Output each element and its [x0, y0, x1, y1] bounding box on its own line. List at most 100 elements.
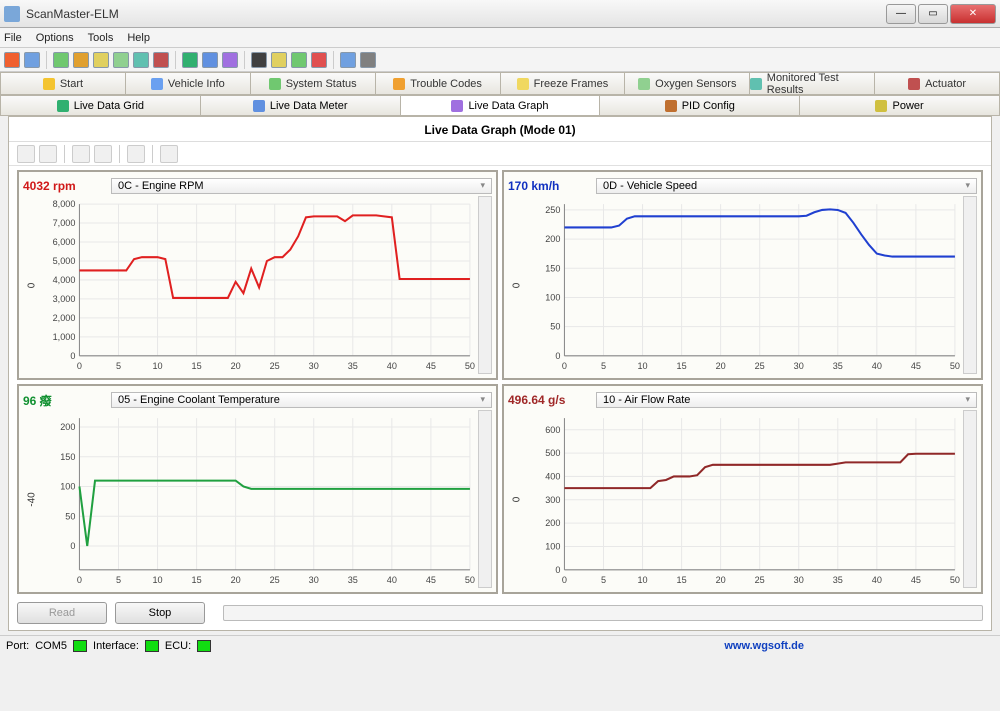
svg-text:45: 45 — [911, 361, 921, 371]
svg-text:20: 20 — [231, 361, 241, 371]
pid-selector[interactable]: 0C - Engine RPM — [111, 178, 492, 194]
tab-monitored-test-results[interactable]: Monitored Test Results — [750, 72, 875, 94]
svg-text:50: 50 — [465, 361, 475, 371]
svg-text:45: 45 — [911, 575, 921, 585]
svg-text:0: 0 — [70, 541, 75, 551]
toolbar-icon[interactable] — [24, 52, 40, 68]
svg-text:0: 0 — [562, 575, 567, 585]
svg-text:100: 100 — [545, 542, 560, 552]
tab-system-status[interactable]: System Status — [251, 72, 376, 94]
close-button[interactable]: ✕ — [950, 4, 996, 24]
tab-icon — [253, 100, 265, 112]
chart-plot: 05010015020025005101520253035404550 — [526, 196, 961, 374]
toolbar-icon[interactable] — [93, 52, 109, 68]
toolbar-icon[interactable] — [133, 52, 149, 68]
svg-text:0: 0 — [555, 565, 560, 575]
maximize-button[interactable]: ▭ — [918, 4, 948, 24]
chart-scrollbar[interactable] — [963, 410, 977, 588]
toolbar-icon[interactable] — [251, 52, 267, 68]
graph-tool-icon[interactable] — [127, 145, 145, 163]
toolbar-icon[interactable] — [202, 52, 218, 68]
toolbar-icon[interactable] — [340, 52, 356, 68]
menu-bar: File Options Tools Help — [0, 28, 1000, 48]
tab-icon — [269, 78, 281, 90]
menu-help[interactable]: Help — [127, 32, 150, 44]
toolbar-icon[interactable] — [4, 52, 20, 68]
pid-selector[interactable]: 10 - Air Flow Rate — [596, 392, 977, 408]
pid-selector[interactable]: 0D - Vehicle Speed — [596, 178, 977, 194]
svg-text:45: 45 — [426, 575, 436, 585]
tab-icon — [665, 100, 677, 112]
graph-tool-icon[interactable] — [72, 145, 90, 163]
toolbar-icon[interactable] — [222, 52, 238, 68]
svg-text:10: 10 — [637, 575, 647, 585]
tab-actuator[interactable]: Actuator — [875, 72, 1000, 94]
svg-text:5: 5 — [601, 361, 606, 371]
subtab-live-data-meter[interactable]: Live Data Meter — [201, 95, 401, 115]
ecu-label: ECU: — [165, 640, 191, 652]
graph-tool-icon[interactable] — [94, 145, 112, 163]
pid-selector[interactable]: 05 - Engine Coolant Temperature — [111, 392, 492, 408]
subtab-power[interactable]: Power — [800, 95, 1000, 115]
graph-scrollbar[interactable] — [223, 605, 983, 621]
subtab-pid-config[interactable]: PID Config — [600, 95, 800, 115]
website-link[interactable]: www.wgsoft.de — [724, 640, 804, 652]
read-button[interactable]: Read — [17, 602, 107, 624]
tab-icon — [43, 78, 55, 90]
menu-file[interactable]: File — [4, 32, 22, 44]
svg-text:3,000: 3,000 — [53, 294, 76, 304]
svg-text:35: 35 — [833, 575, 843, 585]
subtab-live-data-grid[interactable]: Live Data Grid — [0, 95, 201, 115]
graph-tool-icon[interactable] — [39, 145, 57, 163]
svg-text:45: 45 — [426, 361, 436, 371]
graph-tool-icon[interactable] — [17, 145, 35, 163]
menu-tools[interactable]: Tools — [88, 32, 114, 44]
svg-text:250: 250 — [545, 205, 560, 215]
tab-vehicle-info[interactable]: Vehicle Info — [126, 72, 251, 94]
svg-text:30: 30 — [794, 361, 804, 371]
minimize-button[interactable]: — — [886, 4, 916, 24]
svg-text:20: 20 — [716, 575, 726, 585]
tab-start[interactable]: Start — [0, 72, 126, 94]
tab-freeze-frames[interactable]: Freeze Frames — [501, 72, 626, 94]
stop-button[interactable]: Stop — [115, 602, 205, 624]
toolbar-icon[interactable] — [113, 52, 129, 68]
toolbar-icon[interactable] — [360, 52, 376, 68]
tab-icon — [393, 78, 405, 90]
toolbar-icon[interactable] — [53, 52, 69, 68]
tab-icon — [451, 100, 463, 112]
tab-icon — [908, 78, 920, 90]
main-toolbar — [0, 48, 1000, 72]
chart-scrollbar[interactable] — [478, 196, 492, 374]
svg-text:35: 35 — [348, 575, 358, 585]
chart-plot: 01,0002,0003,0004,0005,0006,0007,0008,00… — [41, 196, 476, 374]
svg-text:400: 400 — [545, 471, 560, 481]
tab-trouble-codes[interactable]: Trouble Codes — [376, 72, 501, 94]
toolbar-icon[interactable] — [291, 52, 307, 68]
svg-text:30: 30 — [309, 575, 319, 585]
toolbar-icon[interactable] — [182, 52, 198, 68]
main-tab-strip: StartVehicle InfoSystem StatusTrouble Co… — [0, 72, 1000, 95]
chart-scrollbar[interactable] — [478, 410, 492, 588]
svg-text:0: 0 — [555, 351, 560, 361]
chart-value: 496.64 g/s — [508, 393, 588, 407]
chart-value: 170 km/h — [508, 179, 588, 193]
toolbar-icon[interactable] — [73, 52, 89, 68]
svg-text:50: 50 — [65, 511, 75, 521]
chart-scrollbar[interactable] — [963, 196, 977, 374]
toolbar-icon[interactable] — [153, 52, 169, 68]
svg-text:15: 15 — [677, 575, 687, 585]
subtab-live-data-graph[interactable]: Live Data Graph — [401, 95, 601, 115]
interface-led-icon — [145, 640, 159, 652]
panel-title: Live Data Graph (Mode 01) — [9, 119, 991, 142]
tab-icon — [750, 78, 762, 90]
svg-text:100: 100 — [60, 482, 75, 492]
tab-oxygen-sensors[interactable]: Oxygen Sensors — [625, 72, 750, 94]
menu-options[interactable]: Options — [36, 32, 74, 44]
graph-tool-icon[interactable] — [160, 145, 178, 163]
svg-text:7,000: 7,000 — [53, 218, 76, 228]
svg-text:25: 25 — [270, 361, 280, 371]
toolbar-icon[interactable] — [311, 52, 327, 68]
svg-text:25: 25 — [270, 575, 280, 585]
toolbar-icon[interactable] — [271, 52, 287, 68]
